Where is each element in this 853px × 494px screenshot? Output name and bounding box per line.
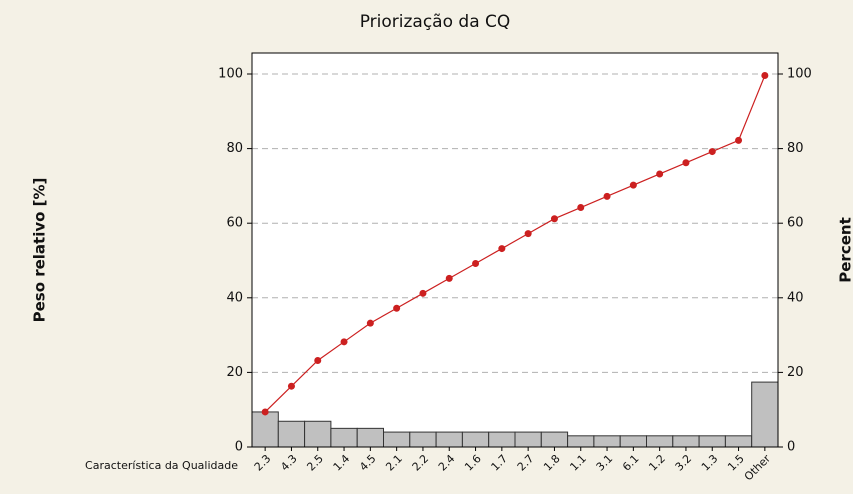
- y2-tick-label: 100: [787, 67, 812, 82]
- cumulative-point: [761, 71, 769, 79]
- chart-title: Priorização da CQ: [360, 12, 511, 32]
- bar: [619, 435, 648, 448]
- cumulative-point: [656, 170, 664, 178]
- y2-tick-label: 0: [787, 440, 795, 455]
- plot-border: [251, 52, 779, 448]
- cumulative-point: [261, 408, 269, 416]
- bar: [646, 435, 674, 448]
- bar: [567, 435, 595, 448]
- cumulative-point: [577, 204, 585, 212]
- cumulative-point: [314, 356, 322, 364]
- cumulative-point: [682, 159, 690, 167]
- y-axis-label: Peso relativo [%]: [31, 178, 49, 323]
- bar: [672, 435, 700, 448]
- cumulative-point: [340, 338, 348, 346]
- bar: [488, 431, 516, 448]
- bar: [461, 431, 490, 448]
- bar: [251, 411, 279, 448]
- x-axis-label: Característica da Qualidade: [85, 459, 238, 472]
- bar: [383, 431, 411, 448]
- cumulative-point: [287, 382, 295, 390]
- bar: [593, 435, 621, 448]
- bar: [409, 431, 437, 448]
- plot-area: [252, 53, 778, 447]
- cumulative-point: [550, 215, 558, 223]
- y-tick-label: 0: [235, 440, 243, 455]
- y2-tick-label: 80: [787, 141, 804, 156]
- bar: [724, 435, 753, 448]
- bar: [435, 431, 463, 448]
- cumulative-point: [393, 304, 401, 312]
- cumulative-point: [735, 136, 743, 144]
- cumulative-line: [264, 75, 766, 413]
- y2-axis-label: Percent: [837, 217, 853, 282]
- bar: [277, 420, 306, 448]
- y2-tick-label: 20: [787, 365, 804, 380]
- y2-tick-label: 40: [787, 290, 804, 305]
- cumulative-point: [629, 181, 637, 189]
- bar: [514, 431, 542, 448]
- y-tick-label: 100: [218, 67, 243, 82]
- bar: [356, 427, 385, 448]
- cumulative-point: [498, 245, 506, 253]
- cumulative-point: [708, 148, 716, 156]
- y-tick-label: 60: [226, 216, 243, 231]
- cumulative-point: [472, 259, 480, 267]
- y2-tick-label: 60: [787, 216, 804, 231]
- cumulative-point: [445, 274, 453, 282]
- bar: [304, 420, 332, 448]
- bar: [698, 435, 726, 448]
- cumulative-point: [524, 230, 532, 238]
- y-tick-label: 80: [226, 141, 243, 156]
- bar: [540, 431, 569, 448]
- y-tick-label: 40: [226, 290, 243, 305]
- y-tick-label: 20: [226, 365, 243, 380]
- cumulative-point: [603, 192, 611, 200]
- cumulative-point: [366, 319, 374, 327]
- cumulative-point: [419, 289, 427, 297]
- bar: [330, 427, 358, 448]
- bar: [751, 381, 779, 448]
